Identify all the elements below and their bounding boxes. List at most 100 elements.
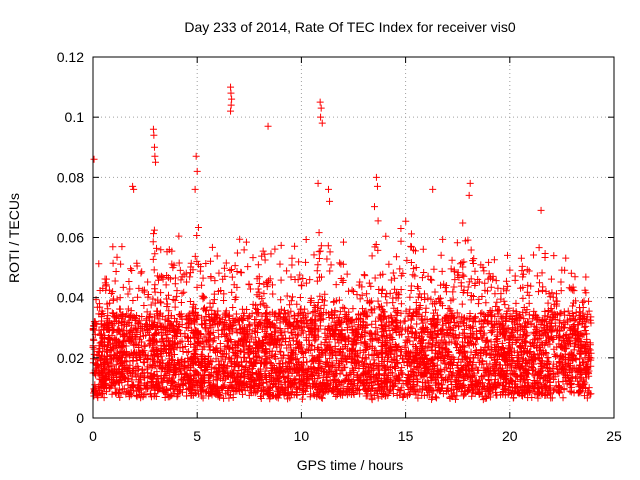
data-point <box>372 324 380 332</box>
data-point <box>238 335 246 343</box>
data-point <box>442 319 450 327</box>
data-point <box>157 352 165 360</box>
data-point <box>273 343 281 351</box>
data-point <box>154 276 162 284</box>
data-point <box>276 260 284 268</box>
data-point <box>415 311 423 319</box>
data-point <box>541 329 549 337</box>
data-point <box>332 352 340 360</box>
data-point <box>228 382 236 390</box>
data-point <box>401 351 409 359</box>
data-point <box>585 384 593 392</box>
data-point <box>293 361 301 369</box>
data-point <box>538 286 546 294</box>
data-point <box>342 311 350 319</box>
data-point <box>129 297 137 305</box>
data-point <box>140 359 148 367</box>
data-point <box>233 329 241 337</box>
data-point <box>277 276 285 284</box>
data-point <box>439 321 447 329</box>
data-point <box>471 267 479 275</box>
data-point <box>515 320 523 328</box>
data-point <box>397 225 405 233</box>
data-point <box>584 368 592 376</box>
data-point <box>170 344 178 352</box>
data-point <box>452 334 460 342</box>
data-point <box>453 309 461 317</box>
data-point <box>392 308 400 316</box>
data-point <box>341 376 349 384</box>
data-point <box>227 265 235 273</box>
data-point <box>354 311 362 319</box>
data-point <box>121 357 129 365</box>
data-point <box>355 376 363 384</box>
data-point <box>432 306 439 314</box>
data-point <box>371 274 379 282</box>
data-point <box>371 243 379 251</box>
data-point <box>303 358 311 366</box>
data-point <box>360 318 368 326</box>
data-point <box>339 238 347 246</box>
data-point <box>144 355 152 363</box>
data-point <box>571 273 579 281</box>
data-point <box>561 331 569 339</box>
data-point <box>433 319 441 327</box>
data-point <box>309 319 317 327</box>
data-point <box>152 337 160 345</box>
data-point <box>139 348 147 356</box>
data-point <box>254 261 262 269</box>
data-point <box>389 299 397 307</box>
data-point <box>126 361 134 369</box>
data-point <box>225 343 233 351</box>
data-point <box>546 340 554 348</box>
data-point <box>428 356 436 364</box>
data-point <box>566 387 574 395</box>
data-point <box>407 230 415 238</box>
data-point <box>394 343 402 351</box>
data-point <box>190 349 198 357</box>
data-point <box>255 273 263 281</box>
data-point <box>236 347 244 355</box>
data-point <box>108 379 116 387</box>
data-point <box>304 310 312 318</box>
data-point <box>222 331 230 339</box>
data-point <box>335 296 343 304</box>
data-point <box>336 389 344 397</box>
data-point <box>150 332 158 340</box>
data-point <box>570 287 578 295</box>
data-point <box>397 286 405 294</box>
data-point <box>368 394 376 402</box>
data-point <box>424 344 432 352</box>
data-point <box>265 389 273 397</box>
data-point <box>479 323 487 331</box>
data-point <box>116 305 124 313</box>
data-point <box>291 242 299 250</box>
data-point <box>456 348 464 356</box>
data-point <box>556 334 564 342</box>
data-point <box>375 336 383 344</box>
data-point <box>446 329 454 337</box>
data-point <box>457 282 465 290</box>
data-point <box>571 315 579 323</box>
data-point <box>175 259 183 267</box>
data-point <box>314 298 322 306</box>
data-point <box>176 266 184 274</box>
data-point <box>420 269 428 277</box>
data-point <box>357 339 365 347</box>
data-point <box>277 341 285 349</box>
data-point <box>378 302 386 310</box>
data-point <box>318 394 326 402</box>
data-point <box>370 350 378 358</box>
data-point <box>470 255 478 263</box>
data-point <box>267 364 275 372</box>
data-point <box>459 271 467 279</box>
data-point <box>289 356 297 364</box>
data-point <box>107 355 115 363</box>
data-point <box>176 311 184 319</box>
data-point <box>316 247 324 255</box>
data-point <box>467 380 475 388</box>
data-point <box>385 388 393 396</box>
data-point <box>495 319 503 327</box>
data-point <box>259 299 267 307</box>
data-point <box>118 243 126 251</box>
